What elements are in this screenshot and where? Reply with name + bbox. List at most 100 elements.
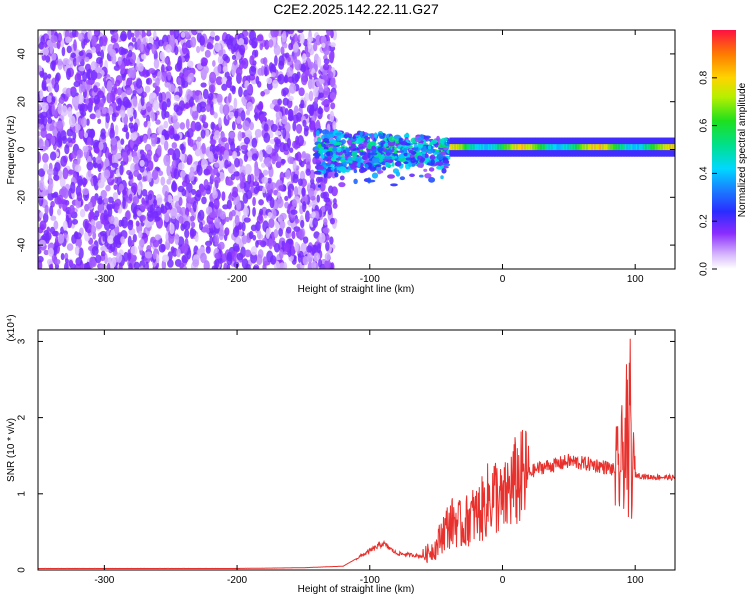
spectrogram-noise-mark <box>72 131 77 141</box>
spectrogram-noise-mark <box>47 82 53 93</box>
spectrogram-band-mark <box>443 163 451 167</box>
spectrogram-noise-mark <box>313 42 318 52</box>
spectrogram-noise-mark <box>139 203 146 211</box>
spectrogram-noise-mark <box>308 90 314 102</box>
spectrogram-band-mark <box>392 168 400 174</box>
spectrogram-band-mark <box>359 131 363 136</box>
spectrogram-noise-mark <box>295 123 303 134</box>
spectrogram-tone-mark <box>621 144 624 151</box>
spectrogram-noise-mark <box>214 162 220 168</box>
spectrogram-band-mark <box>416 162 424 168</box>
spectrogram-band-mark <box>359 149 364 152</box>
spectrogram-band-mark <box>326 156 332 160</box>
spectrogram-noise-mark <box>174 45 179 56</box>
spectrogram-tone-mark <box>562 144 565 151</box>
spectrogram-band-mark <box>317 143 322 148</box>
spectrogram-tone-mark <box>589 144 592 151</box>
spectrogram-noise-mark <box>279 212 287 220</box>
spectrogram-noise-mark <box>283 242 291 253</box>
spectrogram-noise-mark <box>38 226 44 234</box>
spectrogram-tone-mark <box>505 144 508 151</box>
spectrogram-noise-mark <box>196 136 202 142</box>
spectrogram-noise-mark <box>244 163 252 175</box>
spectrogram-noise-mark <box>169 222 175 235</box>
spectrogram-noise-mark <box>100 250 106 257</box>
spectrogram-noise-mark <box>236 252 244 261</box>
spectrogram-tone-mark <box>466 144 470 151</box>
spectrogram-noise-mark <box>179 122 186 130</box>
spectrogram-noise-mark <box>130 32 135 38</box>
spectrogram-band-mark <box>387 174 395 179</box>
spectrogram-noise-mark <box>278 55 285 66</box>
spectrogram-noise-mark <box>209 139 217 145</box>
spectrogram-noise-mark <box>77 175 83 187</box>
spectrogram-noise-mark <box>160 134 166 145</box>
spectrogram-noise-mark <box>127 30 132 40</box>
spectrogram-noise-mark <box>47 243 55 249</box>
spectrogram-noise-mark <box>45 133 53 141</box>
spectrogram-noise-mark <box>325 234 330 241</box>
spectrogram-tone-mark <box>656 144 659 151</box>
spectrogram-band-mark <box>436 135 440 142</box>
spectrogram-band-mark <box>364 164 369 169</box>
spectrogram-noise-mark <box>139 159 145 167</box>
spectrogram-tone-mark <box>519 144 522 151</box>
spectrogram-noise-mark <box>279 248 284 260</box>
spectrogram-noise-mark <box>324 252 331 261</box>
spectrogram-noise-mark <box>104 157 110 168</box>
spectrogram-band-mark <box>336 134 342 141</box>
spectrogram-noise-mark <box>166 164 171 177</box>
spectrogram-noise-mark <box>144 85 151 93</box>
spectrogram-noise-mark <box>144 251 153 259</box>
spectrogram-noise-mark <box>66 128 74 137</box>
spectrogram-noise-mark <box>66 243 74 251</box>
spectrogram-noise-mark <box>49 124 54 132</box>
spectrogram-noise-mark <box>255 75 260 85</box>
spectrogram-noise-mark <box>164 201 171 211</box>
spectrogram-noise-mark <box>268 62 274 72</box>
spectrogram-noise-mark <box>208 93 214 101</box>
spectrogram-band-mark <box>347 133 353 139</box>
spectrogram-noise-mark <box>101 107 107 115</box>
spectrogram-band-mark <box>408 145 413 149</box>
spectrogram-tone-mark <box>658 144 661 151</box>
snr-x-ticks: -300 -200 -100 0 100 <box>94 330 644 586</box>
spectrogram-tone-mark <box>624 144 627 151</box>
spectrogram-noise-mark <box>254 166 260 177</box>
spectrogram-noise-mark <box>333 198 337 205</box>
spectrogram-noise-mark <box>138 63 144 72</box>
spectrogram-noise-mark <box>209 236 213 245</box>
spectrogram-noise-mark <box>203 179 209 188</box>
spectrogram-tone-mark <box>602 144 605 151</box>
spectrogram-noise-mark <box>145 101 153 113</box>
spectrogram-noise-mark <box>207 151 214 163</box>
spectrogram-noise-mark <box>107 235 115 245</box>
spectrogram-noise-mark <box>203 224 209 233</box>
spectrogram-noise-mark <box>201 142 206 155</box>
spectrogram-tone-mark <box>455 144 458 151</box>
spectrogram-noise-mark <box>250 246 258 256</box>
spectrogram-noise-mark <box>153 30 157 41</box>
spectrogram-tone-mark <box>576 144 579 151</box>
spectrogram-noise-mark <box>158 243 166 253</box>
spectrogram-band-mark <box>421 151 426 155</box>
spectrogram-noise-mark <box>76 191 83 202</box>
spectrogram-tone-mark <box>651 144 654 151</box>
spectrogram-noise-mark <box>306 245 313 253</box>
spectrogram-noise-mark <box>246 84 253 94</box>
spectrogram-noise-mark <box>276 197 284 209</box>
spectrogram-noise-mark <box>307 261 313 269</box>
spectrogram-band-mark <box>370 134 375 141</box>
spectrogram-noise-mark <box>110 37 117 44</box>
spectrogram-noise-mark <box>264 39 270 50</box>
spectrogram-noise-mark <box>164 212 170 223</box>
spectrogram-noise-mark <box>309 169 316 181</box>
spectrogram-noise-mark <box>322 63 330 71</box>
spectrogram-noise-mark <box>38 239 46 247</box>
spectrogram-noise-mark <box>147 213 154 222</box>
spectrogram-noise-mark <box>221 137 228 143</box>
spectrogram-noise-mark <box>141 53 147 60</box>
spectrogram-noise-mark <box>247 150 253 158</box>
spectrogram-band-mark <box>426 148 434 155</box>
